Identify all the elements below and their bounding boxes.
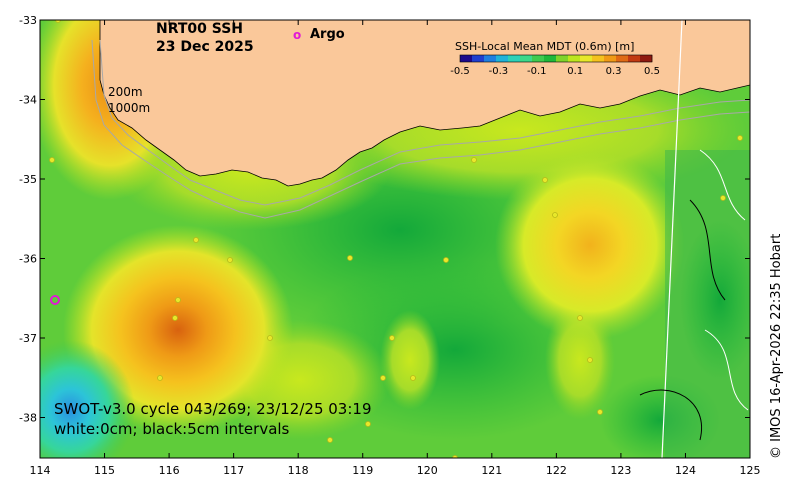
x-tick-label: 120 (417, 464, 438, 477)
ssh-contour-black (689, 199, 726, 301)
colorbar-swatch (592, 55, 605, 62)
colorbar-swatch (508, 55, 521, 62)
colorbar-swatch (616, 55, 629, 62)
contour-label-200m: 200m (108, 85, 143, 99)
map-title-line2: 23 Dec 2025 (156, 39, 254, 55)
credit-text: © IMOS 16-Apr-2026 22:35 Hobart (769, 234, 784, 459)
x-tick-label: 114 (30, 464, 51, 477)
contour-200m (99, 39, 750, 206)
swot-annotation: SWOT-v3.0 cycle 043/269; 23/12/25 03:19 (54, 400, 372, 418)
colorbar-swatch (520, 55, 533, 62)
colorbar-ticks: -0.5 -0.3 -0.1 0.1 0.3 0.5 (450, 66, 660, 77)
colorbar-swatch (580, 55, 593, 62)
colorbar-tick-label: -0.5 (450, 66, 470, 77)
ssh-contour-white (699, 149, 746, 221)
contour-1000m (91, 39, 750, 219)
x-tick-label: 124 (675, 464, 696, 477)
argo-legend-symbol: o (293, 28, 301, 42)
colorbar-tick-label: 0.3 (606, 66, 622, 77)
y-tick-label: -37 (19, 332, 37, 345)
ssh-contour-black (639, 389, 703, 441)
colorbar-swatch (472, 55, 485, 62)
colorbar-title: SSH-Local Mean MDT (0.6m) [m] (455, 40, 634, 53)
colorbar-swatches (460, 55, 653, 62)
colorbar-swatch (460, 55, 473, 62)
y-tick-label: -38 (19, 412, 37, 425)
x-tick-label: 119 (352, 464, 373, 477)
coastline (99, 20, 750, 187)
colorbar-swatch (496, 55, 509, 62)
swot-swath-edge (661, 20, 683, 458)
y-tick-label: -34 (19, 94, 37, 107)
plot-frame (39, 19, 751, 459)
colorbar-swatch (640, 55, 653, 62)
x-tick-label: 117 (223, 464, 244, 477)
ssh-contour-white (704, 329, 749, 411)
colorbar-tick-label: 0.5 (644, 66, 660, 77)
colorbar: SSH-Local Mean MDT (0.6m) [m] -0.5 -0.3 -0… (450, 40, 660, 77)
colorbar-swatch (628, 55, 641, 62)
colorbar-tick-label: 0.1 (567, 66, 583, 77)
colorbar-swatch (568, 55, 581, 62)
colorbar-swatch (556, 55, 569, 62)
x-tick-label: 118 (288, 464, 309, 477)
colorbar-outline (459, 54, 653, 63)
contour-annotation: white:0cm; black:5cm intervals (54, 420, 290, 438)
x-tick-label: 121 (481, 464, 502, 477)
colorbar-swatch (544, 55, 557, 62)
contour-label-1000m: 1000m (108, 101, 150, 115)
argo-legend-label: Argo (310, 27, 345, 42)
ssh-field (40, 20, 750, 458)
colorbar-swatch (484, 55, 497, 62)
colorbar-tick-label: -0.1 (527, 66, 547, 77)
x-tick-label: 115 (94, 464, 115, 477)
y-tick-label: -33 (19, 14, 37, 27)
map-title-line1: NRT00 SSH (156, 21, 243, 37)
x-tick-label: 123 (610, 464, 631, 477)
y-tick-label: -36 (19, 253, 37, 266)
x-tick-label: 125 (740, 464, 761, 477)
y-tick-label: -35 (19, 173, 37, 186)
colorbar-tick-label: -0.3 (489, 66, 509, 77)
x-tick-label: 116 (159, 464, 180, 477)
y-axis: -33 -34 -35 -36 -37 -38 (19, 14, 750, 425)
x-axis: 114 115 116 117 118 119 120 121 122 123 124 125 (30, 20, 761, 477)
x-tick-label: 122 (546, 464, 567, 477)
colorbar-swatch (532, 55, 545, 62)
argo-float-marker[interactable] (50, 295, 60, 305)
colorbar-swatch (604, 55, 617, 62)
drifter-points (49, 20, 743, 458)
